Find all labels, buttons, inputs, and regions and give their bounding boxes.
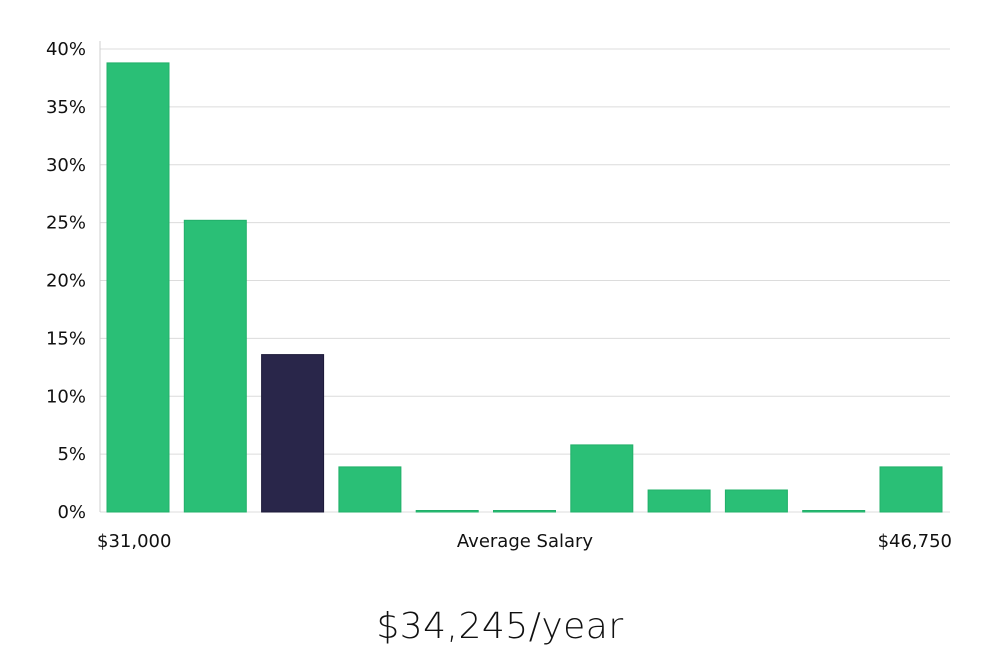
bar <box>570 444 634 513</box>
y-tick-label: 30% <box>46 155 86 176</box>
bar <box>106 62 170 513</box>
y-tick-label: 40% <box>46 39 86 60</box>
bar-highlighted <box>261 354 325 513</box>
y-tick-label: 35% <box>46 97 86 118</box>
bar <box>647 489 711 513</box>
bar <box>879 466 943 513</box>
y-tick-label: 15% <box>46 328 86 349</box>
bar <box>338 466 402 513</box>
bar <box>802 510 866 513</box>
bars <box>106 62 943 513</box>
salary-histogram: 0% 5% 10% 15% 20% 25% 30% 35% 40% $31,000 Averag… <box>46 39 952 552</box>
y-tick-label: 10% <box>46 386 86 407</box>
bar <box>183 219 247 513</box>
x-max-label: $46,750 <box>878 531 952 552</box>
y-tick-label: 0% <box>57 502 86 523</box>
y-tick-label: 5% <box>57 444 86 465</box>
x-min-label: $31,000 <box>97 531 171 552</box>
bar <box>493 510 556 513</box>
average-salary-value: $34,245/year <box>376 606 624 647</box>
bar <box>724 489 788 513</box>
y-tick-label: 20% <box>46 271 86 292</box>
bar <box>415 510 479 513</box>
y-axis-ticks: 0% 5% 10% 15% 20% 25% 30% 35% 40% <box>46 39 86 523</box>
x-axis-title: Average Salary <box>457 531 594 552</box>
y-tick-label: 25% <box>46 213 86 234</box>
